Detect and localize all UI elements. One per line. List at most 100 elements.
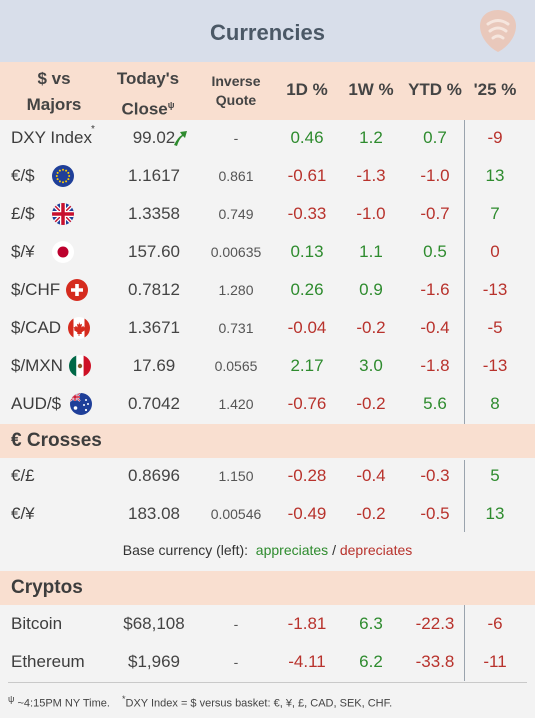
change-1d-cell: -0.33	[287, 204, 327, 223]
change-ytd-cell: -1.8	[420, 356, 450, 375]
inverse-cell: -	[233, 654, 239, 670]
change-ytd-cell: 5.6	[423, 394, 447, 413]
header-pair-line1: $ vs	[37, 69, 71, 88]
table-row: Ethereum $1,969 - -4.11 6.2 -33.8 -11	[0, 643, 535, 681]
header-pair: $ vs Majors	[18, 66, 90, 118]
divider-crosses	[464, 460, 465, 532]
change-ytd-cell: 0.5	[423, 242, 447, 261]
table-row: Bitcoin $68,108 - -1.81 6.3 -22.3 -6	[0, 605, 535, 643]
base-currency-note: Base currency (left): appreciates / depr…	[0, 542, 535, 558]
change-1d-cell: -0.76	[287, 394, 327, 413]
canada-flag-icon	[68, 317, 90, 339]
change-2025-cell: 7	[490, 204, 500, 223]
change-1d-cell: -1.81	[287, 614, 327, 633]
eu-flag-icon	[52, 165, 74, 187]
footnote-dxy-mark: *	[122, 694, 126, 704]
row-name: £/$	[11, 204, 35, 223]
change-2025-cell: -13	[482, 356, 508, 375]
cryptos-section-title: Cryptos	[11, 577, 83, 598]
change-ytd-cell: -1.0	[420, 166, 450, 185]
japan-flag-icon	[52, 241, 74, 263]
close-cell: 1.3358	[128, 204, 180, 223]
table-row: $/MXN 17.69 0.0565 2.17 3.0 -1.8 -13	[0, 347, 535, 385]
footnote-time-text: ~4:15PM NY Time.	[17, 697, 110, 710]
header-close-line2: Close	[121, 99, 168, 119]
inverse-cell: -	[233, 616, 239, 632]
crosses-section-title: € Crosses	[11, 430, 102, 451]
row-name: $/¥	[11, 242, 35, 261]
close-cell: 99.02	[132, 128, 176, 147]
change-1d-cell: -0.28	[287, 466, 327, 485]
row-name: €/¥	[11, 504, 35, 523]
table-row: AUD/$ 0.7042 1.420 -0.76 -0.2 5.6 8	[0, 385, 535, 423]
change-1d-cell: -4.11	[288, 652, 326, 671]
table-header: $ vs Majors Today's Closeψ Inverse Quote…	[0, 62, 535, 120]
cryptos-section-header: Cryptos	[0, 571, 535, 605]
change-1w-cell: -0.2	[356, 394, 386, 413]
row-name: DXY Index	[11, 128, 92, 147]
change-2025-cell: -6	[487, 614, 503, 633]
change-1w-cell: 1.1	[359, 242, 383, 261]
change-2025-cell: 13	[485, 166, 505, 185]
row-name: €/£	[11, 466, 35, 485]
inverse-cell: 1.150	[218, 468, 254, 484]
footnote-time-mark: ψ	[8, 694, 15, 704]
change-ytd-cell: -33.8	[415, 652, 455, 671]
header-pair-line2: Majors	[26, 95, 82, 114]
footnote-dxy-text: DXY Index = $ versus basket: €, ¥, £, CA…	[125, 697, 393, 710]
table-row: €/£ 0.8696 1.150 -0.28 -0.4 -0.3 5	[0, 457, 535, 495]
change-1w-cell: -1.0	[356, 204, 386, 223]
change-1w-cell: 0.9	[359, 280, 383, 299]
close-cell: 17.69	[132, 356, 176, 375]
table-row: £/$ 1.3358 0.749 -0.33 -1.0 -0.7 7	[0, 195, 535, 233]
change-1d-cell: -0.49	[287, 504, 327, 523]
header-1w: 1W %	[348, 80, 394, 99]
change-1d-cell: 2.17	[290, 356, 324, 375]
table-row: $/CAD 1.3671 0.731 -0.04 -0.2 -0.4 -5	[0, 309, 535, 347]
change-1d-cell: 0.46	[290, 128, 324, 147]
table-row: $/¥ 157.60 0.00635 0.13 1.1 0.5 0	[0, 233, 535, 271]
inverse-cell: -	[233, 130, 239, 146]
change-2025-cell: 0	[490, 242, 500, 261]
page-title: Currencies	[210, 20, 325, 45]
change-1d-cell: -0.04	[287, 318, 327, 337]
row-name: $/CHF	[11, 280, 61, 299]
row-name: $/MXN	[11, 356, 63, 375]
close-cell: 157.60	[128, 242, 180, 261]
header-inverse-line2: Quote	[215, 92, 257, 108]
divider-majors	[464, 120, 465, 426]
title-bar	[0, 0, 535, 62]
row-name: AUD/$	[11, 394, 62, 413]
change-ytd-cell: -1.6	[420, 280, 450, 299]
row-name: $/CAD	[11, 318, 62, 337]
change-ytd-cell: -0.3	[420, 466, 450, 485]
swiss-flag-icon	[66, 279, 88, 301]
table-row: $/CHF 0.7812 1.280 0.26 0.9 -1.6 -13	[0, 271, 535, 309]
inverse-cell: 0.0565	[214, 358, 258, 374]
change-2025-cell: -13	[482, 280, 508, 299]
change-2025-cell: -9	[487, 128, 503, 147]
change-ytd-cell: -0.5	[420, 504, 450, 523]
row-name: Ethereum	[11, 652, 85, 671]
change-2025-cell: 8	[490, 394, 500, 413]
inverse-cell: 0.749	[218, 206, 254, 222]
inverse-cell: 0.861	[218, 168, 254, 184]
close-cell: 183.08	[128, 504, 180, 523]
australia-flag-icon	[70, 393, 92, 415]
change-1w-cell: 1.2	[359, 128, 383, 147]
change-ytd-cell: -0.4	[420, 318, 450, 337]
inverse-cell: 0.00635	[210, 244, 262, 260]
header-inverse: Inverse Quote	[196, 72, 276, 110]
change-ytd-cell: 0.7	[423, 128, 447, 147]
change-1w-cell: -0.2	[356, 318, 386, 337]
change-1d-cell: 0.13	[290, 242, 324, 261]
header-close-line1: Today's	[116, 69, 180, 88]
note-separator: /	[332, 542, 336, 558]
change-1w-cell: 3.0	[359, 356, 383, 375]
header-close-mark: ψ	[167, 100, 175, 110]
inverse-cell: 1.420	[218, 396, 254, 412]
close-cell: $1,969	[128, 652, 180, 671]
change-ytd-cell: -22.3	[415, 614, 455, 633]
row-name: €/$	[11, 166, 35, 185]
table-row: €/$ 1.1617 0.861 -0.61 -1.3 -1.0 13	[0, 157, 535, 195]
